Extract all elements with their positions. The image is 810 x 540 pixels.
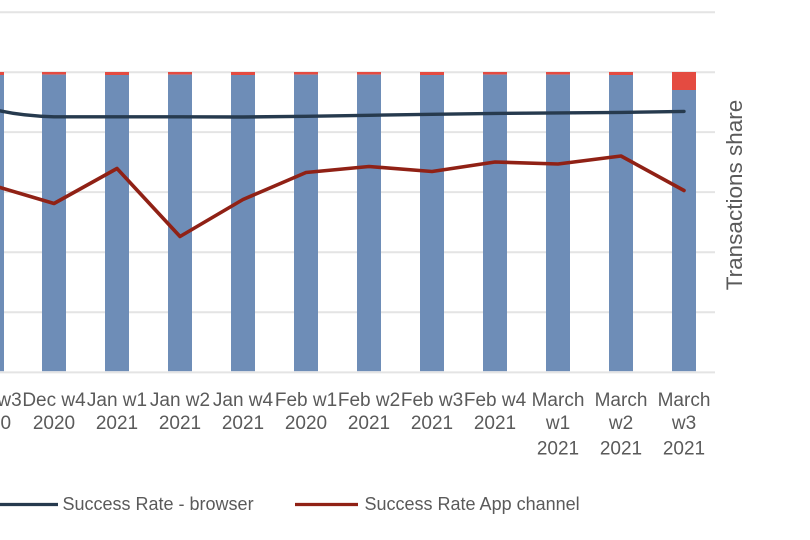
svg-text:Success Rate - browser: Success Rate - browser [63, 494, 254, 514]
svg-text:Transactions share: Transactions share [722, 100, 747, 291]
svg-text:Success Rate App channel: Success Rate App channel [365, 494, 580, 514]
svg-text:Dec w32020: Dec w32020 [0, 390, 22, 434]
